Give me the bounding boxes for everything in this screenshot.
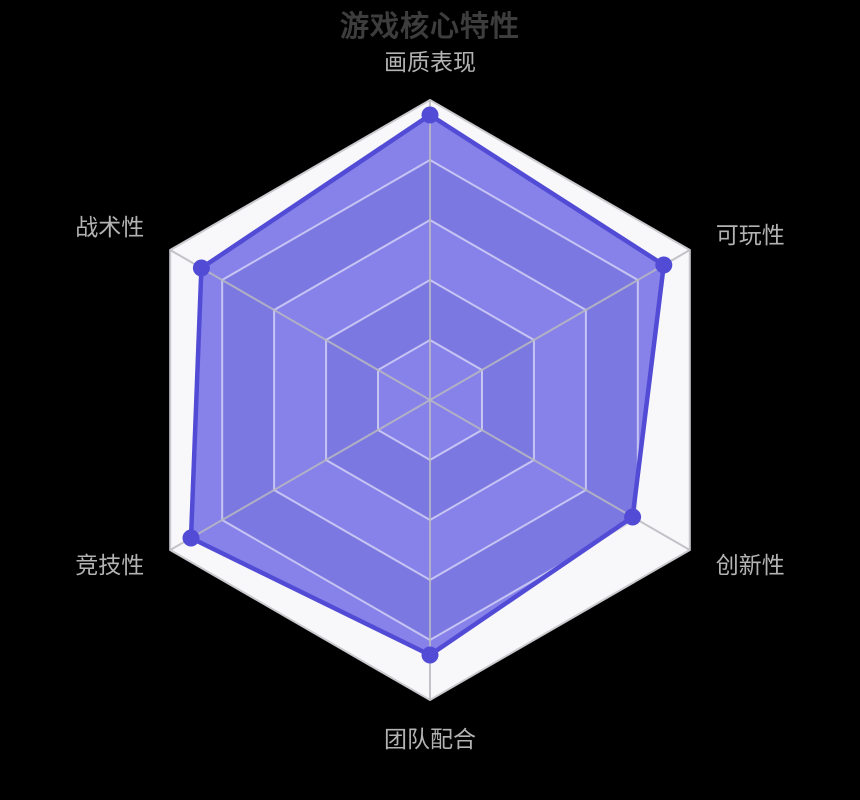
radar-axis-line-5 [169, 249, 431, 401]
data-point-1[interactable] [655, 256, 673, 274]
axis-label-5: 战术性 [75, 214, 144, 240]
radar-axis-line-4 [169, 399, 431, 551]
data-point-4[interactable] [182, 529, 200, 547]
axis-label-0: 画质表现 [384, 49, 476, 75]
data-point-2[interactable] [624, 508, 642, 526]
data-point-3[interactable] [421, 646, 439, 664]
data-point-0[interactable] [421, 106, 439, 124]
axis-label-1: 可玩性 [716, 222, 785, 248]
radar-axis-line-1 [429, 249, 691, 401]
data-point-5[interactable] [192, 259, 210, 277]
axis-label-4: 竞技性 [75, 552, 144, 578]
axis-label-2: 创新性 [716, 552, 785, 578]
radar-series-area [191, 115, 664, 655]
axis-label-3: 团队配合 [384, 726, 476, 752]
radar-axis-line-2 [429, 399, 691, 551]
